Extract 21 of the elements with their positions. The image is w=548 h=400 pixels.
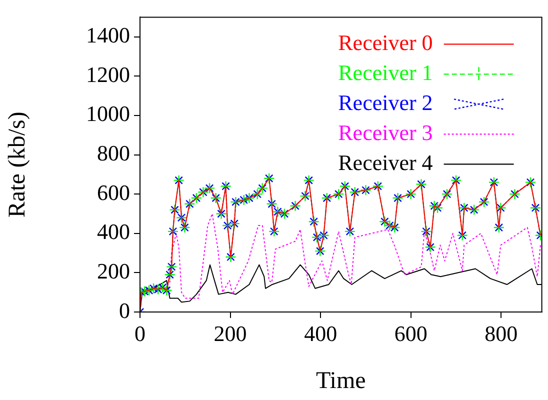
x-axis-title: Time — [316, 368, 366, 394]
y-tick-label: 1000 — [86, 101, 130, 126]
line-series — [169, 213, 541, 299]
x-tick-label: 800 — [484, 320, 518, 346]
x-tick-label: 600 — [394, 320, 428, 346]
legend-label: Receiver 3 — [338, 120, 433, 145]
y-tick-label: 400 — [97, 219, 130, 244]
y-axis-title: Rate (kb/s) — [4, 112, 31, 218]
y-tick-label: 800 — [97, 140, 130, 166]
y-tick-label: 1400 — [86, 22, 130, 48]
y-tick-label: 200 — [97, 258, 130, 284]
x-tick-label: 0 — [134, 320, 146, 346]
legend-label: Receiver 0 — [338, 30, 433, 55]
y-tick-label: 600 — [97, 180, 130, 205]
y-tick-label: 1200 — [86, 62, 130, 87]
y-tick-label: 0 — [119, 298, 130, 323]
x-tick-label: 200 — [214, 320, 247, 346]
legend-label: Receiver 4 — [338, 150, 433, 175]
x-tick-label: 400 — [304, 320, 338, 346]
legend-label: Receiver 1 — [338, 60, 433, 85]
legend-label: Receiver 2 — [338, 90, 433, 115]
